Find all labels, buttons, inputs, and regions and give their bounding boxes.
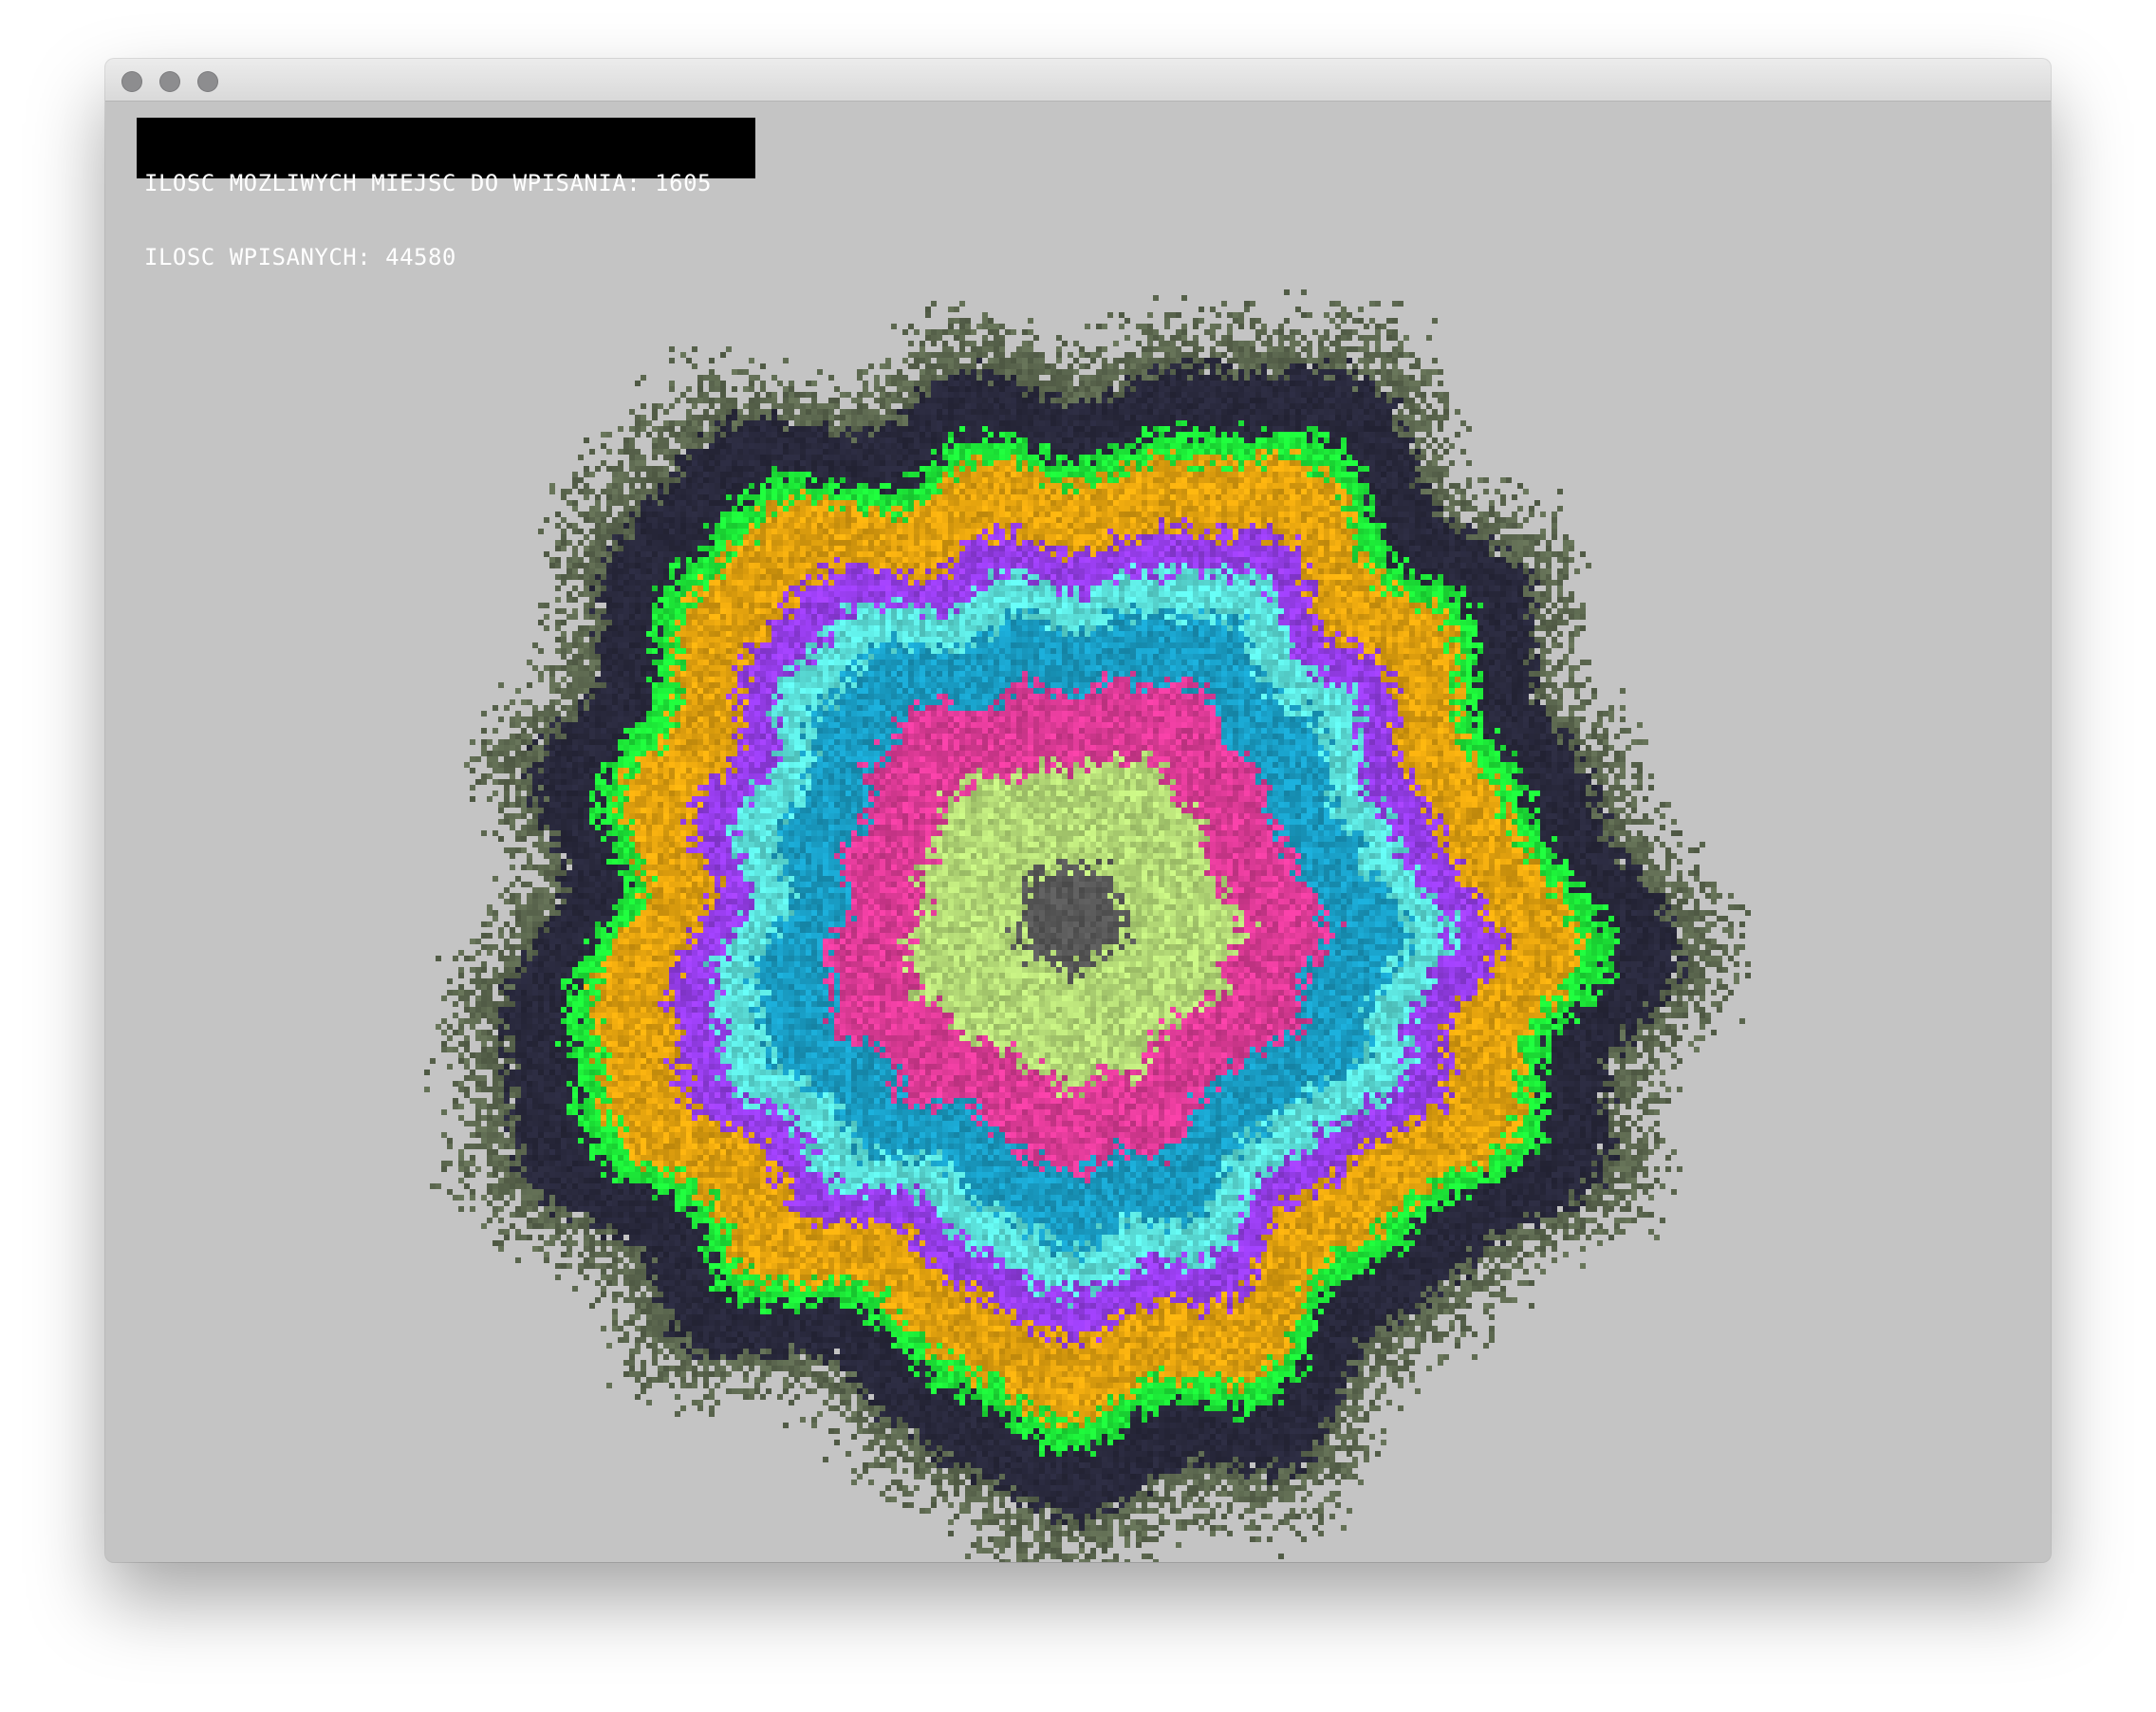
possible-places-counter: ILOSC MOZLIWYCH MIEJSC DO WPISANIA: 1605 — [144, 170, 712, 196]
written-count-counter: ILOSC WPISANYCH: 44580 — [144, 244, 456, 270]
growth-pattern-canvas — [105, 102, 2051, 1562]
minimize-button[interactable] — [159, 71, 180, 92]
close-button[interactable] — [121, 71, 142, 92]
maximize-button[interactable] — [197, 71, 218, 92]
stats-overlay: ILOSC MOZLIWYCH MIEJSC DO WPISANIA: 1605… — [137, 118, 755, 270]
drawing-canvas-area: ILOSC MOZLIWYCH MIEJSC DO WPISANIA: 1605… — [105, 102, 2051, 1562]
title-bar[interactable] — [105, 59, 2051, 102]
app-window: ILOSC MOZLIWYCH MIEJSC DO WPISANIA: 1605… — [105, 59, 2051, 1562]
